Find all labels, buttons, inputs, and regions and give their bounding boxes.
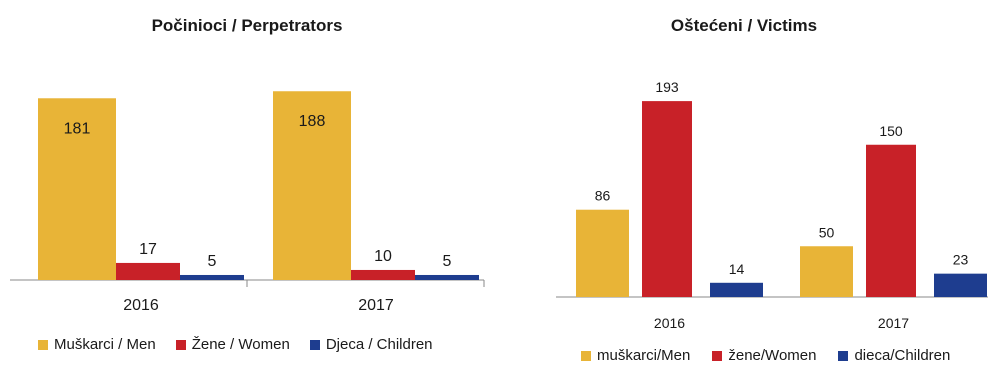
perpetrators-plot: 181 17 5 2016 188 10 5 2017 [10, 91, 485, 314]
chart-title: Oštećeni / Victims [670, 16, 818, 35]
legend-item-men: Muškarci / Men [38, 336, 156, 353]
bar [273, 91, 351, 280]
perpetrators-chart: Počinioci / Perpetrators 181 17 5 2016 188 10… [0, 0, 494, 365]
bar [116, 262, 180, 280]
bar [576, 209, 629, 297]
legend-label-men: Muškarci / Men [54, 336, 156, 353]
bar [800, 246, 853, 297]
legend-label-women: Žene / Women [191, 336, 290, 353]
legend-swatch-children [309, 339, 320, 350]
legend-item-children: dieca/Children [838, 347, 950, 364]
data-label: 50 [819, 224, 835, 240]
legend-swatch-women [175, 339, 186, 350]
data-label: 150 [879, 123, 903, 139]
legend-swatch-men [581, 350, 591, 361]
legend-item-men: muškarci/Men [581, 347, 690, 364]
data-label: 10 [374, 248, 392, 265]
data-label: 181 [64, 120, 91, 137]
legend: muškarci/Men žene/Women dieca/Children [581, 347, 950, 364]
victims-plot: 86 193 14 2016 50 150 23 2017 [556, 79, 988, 331]
chart-title: Počinioci / Perpetrators [151, 16, 343, 35]
victims-chart: Oštećeni / Victims 86 193 14 2016 50 150 23 201… [494, 0, 994, 365]
legend: Muškarci / Men Žene / Women Djeca / Chil… [38, 336, 433, 353]
data-label: 5 [443, 253, 452, 270]
bar [934, 273, 987, 297]
bar [866, 144, 916, 297]
legend-label-men: muškarci/Men [597, 347, 691, 364]
legend-label-women: žene/Women [728, 347, 817, 364]
legend-item-women: Žene / Women [175, 336, 290, 353]
legend-label-children: dieca/Children [854, 347, 951, 364]
bar [38, 98, 116, 280]
bar [415, 274, 479, 280]
data-label: 86 [595, 188, 611, 204]
legend-swatch-children [838, 350, 849, 361]
bar [180, 274, 244, 280]
bar [642, 101, 692, 297]
data-label: 23 [953, 252, 969, 268]
data-label: 17 [139, 241, 157, 258]
bar [351, 269, 415, 280]
x-tick-label: 2017 [358, 297, 394, 314]
x-tick-label: 2016 [654, 315, 685, 331]
data-label: 188 [299, 113, 326, 130]
legend-swatch-women [712, 350, 723, 361]
x-tick-label: 2017 [878, 315, 909, 331]
data-label: 193 [655, 79, 679, 95]
data-label: 5 [208, 253, 217, 270]
legend-item-children: Djeca / Children [309, 336, 433, 353]
bar [710, 282, 763, 297]
data-label: 14 [729, 261, 745, 277]
legend-item-women: žene/Women [712, 347, 816, 364]
x-tick-label: 2016 [123, 297, 159, 314]
legend-swatch-men [38, 339, 48, 350]
legend-label-children: Djeca / Children [325, 336, 433, 353]
